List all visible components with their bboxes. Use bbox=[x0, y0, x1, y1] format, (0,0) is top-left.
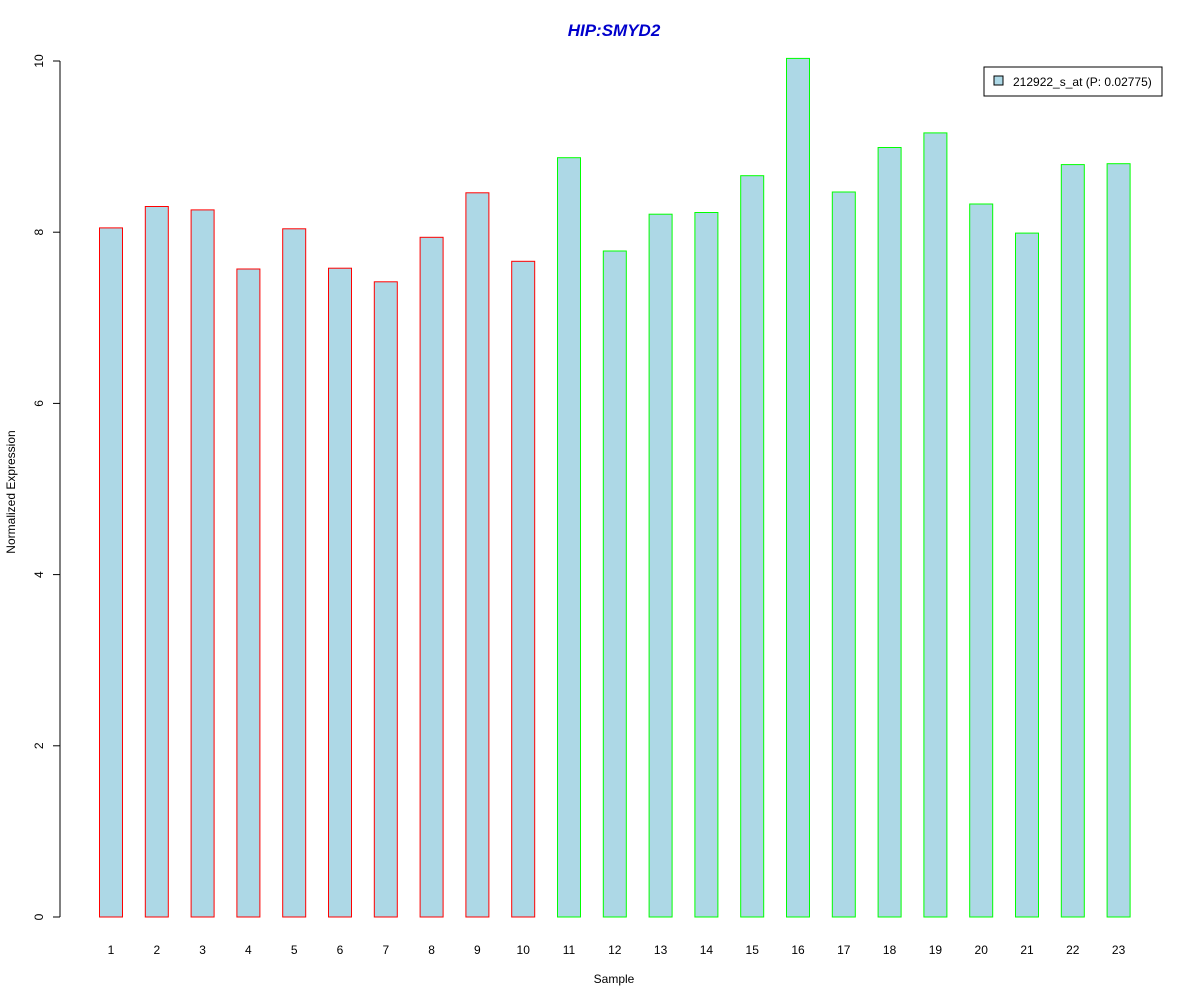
legend-swatch bbox=[993, 75, 1004, 86]
bar-sample-10 bbox=[511, 260, 536, 918]
legend: 212922_s_at (P: 0.02775) bbox=[983, 66, 1163, 97]
x-tick-label: 13 bbox=[654, 943, 668, 957]
x-tick-label: 2 bbox=[153, 943, 160, 957]
bar-sample-16 bbox=[786, 57, 810, 918]
bar-sample-15 bbox=[740, 175, 765, 918]
bar-sample-19 bbox=[923, 132, 948, 918]
y-axis: 0 2 4 6 8 10 bbox=[32, 54, 61, 920]
bars-group bbox=[99, 57, 1131, 918]
y-tick-label: 0 bbox=[32, 913, 46, 920]
x-tick-label: 18 bbox=[883, 943, 897, 957]
bar-sample-4 bbox=[236, 268, 261, 918]
x-tick-label: 20 bbox=[975, 943, 989, 957]
x-tick-label: 22 bbox=[1066, 943, 1080, 957]
bar-sample-6 bbox=[328, 267, 352, 918]
y-axis-title: Normalized Expression bbox=[4, 430, 18, 553]
x-tick-labels: 1 2 3 4 5 6 7 8 9 10 11 12 13 14 15 16 17 18 19 20 21 22 23 bbox=[108, 943, 1126, 957]
x-tick-label: 3 bbox=[199, 943, 206, 957]
x-tick-label: 9 bbox=[474, 943, 481, 957]
bar-sample-2 bbox=[144, 206, 169, 918]
y-tick-label: 6 bbox=[32, 400, 46, 407]
bar-sample-17 bbox=[831, 191, 856, 918]
bar-sample-5 bbox=[282, 228, 307, 918]
x-tick-label: 23 bbox=[1112, 943, 1126, 957]
bar-sample-22 bbox=[1060, 164, 1085, 918]
bar-sample-14 bbox=[694, 212, 719, 918]
bar-sample-9 bbox=[465, 192, 490, 918]
bar-sample-8 bbox=[419, 236, 444, 918]
bar-sample-23 bbox=[1106, 163, 1131, 918]
bar-sample-21 bbox=[1015, 232, 1039, 918]
y-tick-label: 10 bbox=[32, 54, 46, 68]
x-tick-label: 21 bbox=[1020, 943, 1034, 957]
x-tick-label: 12 bbox=[608, 943, 622, 957]
legend-label: 212922_s_at (P: 0.02775) bbox=[1013, 75, 1152, 89]
y-tick-label: 8 bbox=[32, 229, 46, 236]
x-tick-label: 10 bbox=[517, 943, 531, 957]
x-tick-label: 4 bbox=[245, 943, 252, 957]
bar-sample-3 bbox=[190, 209, 215, 918]
x-tick-label: 6 bbox=[337, 943, 344, 957]
bar-sample-20 bbox=[969, 203, 994, 918]
x-tick-label: 1 bbox=[108, 943, 115, 957]
bar-sample-12 bbox=[602, 250, 627, 918]
x-tick-label: 16 bbox=[791, 943, 805, 957]
bar-sample-1 bbox=[99, 227, 123, 918]
y-tick-label: 2 bbox=[32, 742, 46, 749]
bar-sample-7 bbox=[373, 281, 398, 918]
x-tick-label: 7 bbox=[382, 943, 389, 957]
x-tick-label: 17 bbox=[837, 943, 851, 957]
bar-sample-11 bbox=[557, 157, 581, 918]
x-tick-label: 19 bbox=[929, 943, 943, 957]
x-tick-label: 14 bbox=[700, 943, 714, 957]
bar-sample-13 bbox=[648, 213, 673, 918]
x-tick-label: 5 bbox=[291, 943, 298, 957]
x-tick-label: 8 bbox=[428, 943, 435, 957]
legend-box bbox=[983, 66, 1163, 97]
x-tick-label: 11 bbox=[563, 943, 576, 957]
bar-sample-18 bbox=[877, 147, 902, 918]
y-tick-label: 4 bbox=[32, 571, 46, 578]
chart-title: HIP:SMYD2 bbox=[568, 21, 661, 40]
x-axis-title: Sample bbox=[594, 972, 635, 986]
x-tick-label: 15 bbox=[746, 943, 760, 957]
